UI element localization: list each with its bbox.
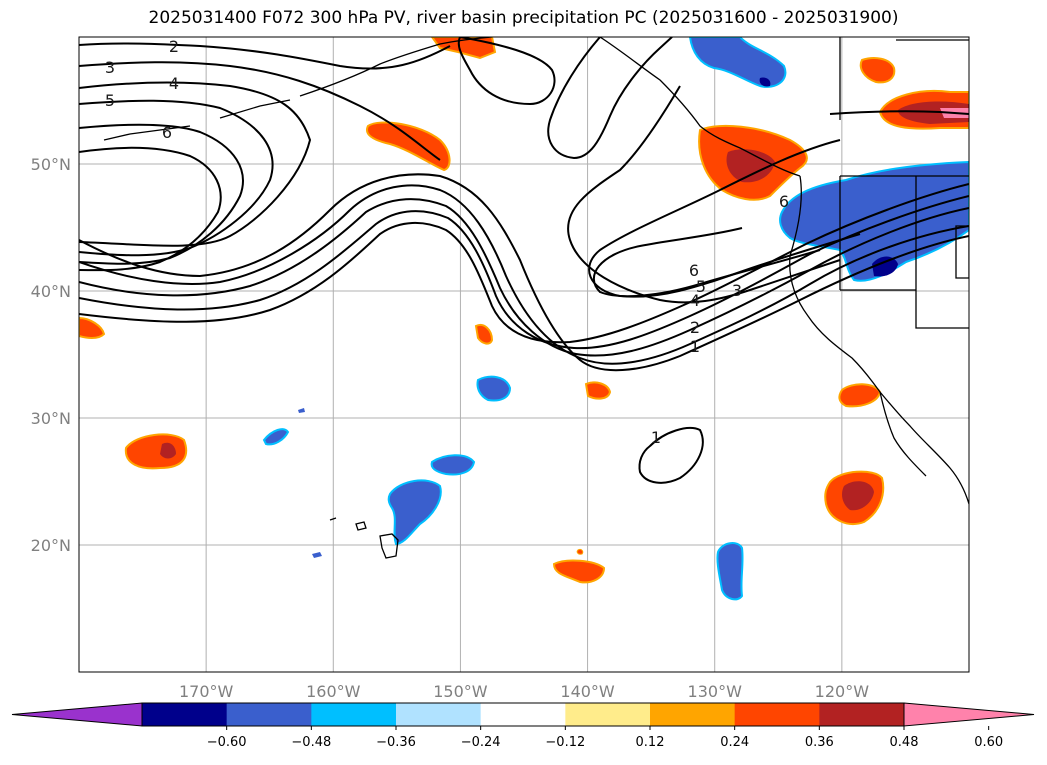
latitude-tick-label: 40°N [31,282,71,301]
latitude-tick-label: 50°N [31,155,71,174]
contour-label: 2 [169,37,179,56]
contour-label: 5 [696,277,706,296]
colorbar-segment [226,703,312,726]
contour-label: 3 [732,281,742,300]
colorbar-segment [565,703,651,726]
colorbar-segment [650,703,736,726]
colorbar-tick-label: −0.24 [461,735,501,750]
pv-contours [79,37,969,484]
colorbar-extend-high [903,702,1035,727]
colorbar-tick-labels: −0.60 −0.48 −0.36 −0.24 −0.12 0.12 0.24 0.36 0.4… [207,726,1003,750]
map-title: 2025031400 F072 300 hPa PV, river basin … [148,8,899,28]
longitude-labels: 170°W 160°W 150°W 140°W 130°W 120°W [179,682,869,701]
longitude-tick-label: 120°W [815,682,870,701]
map-frame [78,36,970,673]
longitude-tick-label: 140°W [560,682,615,701]
contour-label: 6 [779,192,789,211]
longitude-tick-label: 170°W [179,682,234,701]
colorbar-segment [480,703,566,726]
longitude-tick-label: 130°W [688,682,743,701]
contour-label: 2 [690,318,700,337]
longitude-tick-label: 150°W [433,682,488,701]
contour-label: 6 [689,261,699,280]
contour-label: 1 [690,337,700,356]
contour-label: 3 [105,58,115,77]
colorbar-segment [819,703,905,726]
colorbar-tick-label: −0.60 [207,735,247,750]
colorbar-segment [734,703,820,726]
gridlines [79,37,969,672]
contour-label: 4 [690,291,700,310]
colorbar-tick-label: 0.24 [720,735,749,750]
colorbar-tick-label: 0.60 [974,735,1003,750]
contour-labels: 2 3 4 5 6 6 5 3 4 2 1 6 1 [105,37,789,447]
colorbar-extend-low [11,702,143,727]
latitude-tick-label: 30°N [31,409,71,428]
colorbar-tick-label: 0.36 [805,735,834,750]
colorbar [11,702,1035,727]
contour-label: 4 [169,74,179,93]
colorbar-segment [311,703,397,726]
colorbar-tick-label: 0.48 [890,735,919,750]
colorbar-tick-label: −0.12 [545,735,585,750]
precipitation-shading [79,37,969,601]
precip-positive-areas [79,37,969,584]
colorbar-segment [396,703,482,726]
colorbar-tick-label: −0.48 [291,735,331,750]
latitude-labels: 50°N 40°N 30°N 20°N [31,155,71,555]
colorbar-tick-label: −0.36 [376,735,416,750]
longitude-tick-label: 160°W [306,682,361,701]
contour-label: 6 [162,123,172,142]
contour-label: 5 [105,91,115,110]
contour-label: 1 [651,428,661,447]
precip-negative-areas [262,37,969,601]
colorbar-tick-label: 0.12 [636,735,665,750]
colorbar-frame [141,702,905,727]
colorbar-segment [142,703,228,726]
latitude-tick-label: 20°N [31,536,71,555]
